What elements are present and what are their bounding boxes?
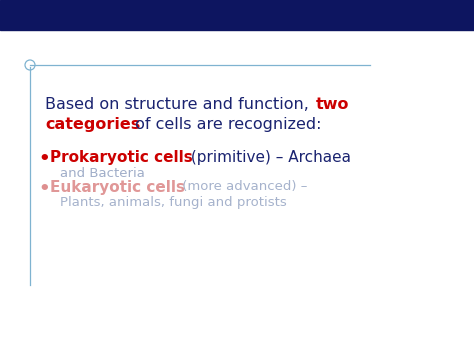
Bar xyxy=(0,0,474,30)
Text: Eukaryotic cells: Eukaryotic cells xyxy=(50,180,185,195)
Text: (more advanced) –: (more advanced) – xyxy=(178,180,307,193)
Text: •: • xyxy=(38,180,50,198)
Text: of cells are recognized:: of cells are recognized: xyxy=(130,117,321,132)
Text: Plants, animals, fungi and protists: Plants, animals, fungi and protists xyxy=(60,196,287,209)
Text: •: • xyxy=(38,150,50,168)
Text: categories: categories xyxy=(45,117,140,132)
Text: (primitive) – Archaea: (primitive) – Archaea xyxy=(186,150,351,165)
Text: Based on structure and function,: Based on structure and function, xyxy=(45,97,314,112)
Text: and Bacteria: and Bacteria xyxy=(60,167,145,180)
Text: Prokaryotic cells: Prokaryotic cells xyxy=(50,150,193,165)
Text: two: two xyxy=(316,97,349,112)
